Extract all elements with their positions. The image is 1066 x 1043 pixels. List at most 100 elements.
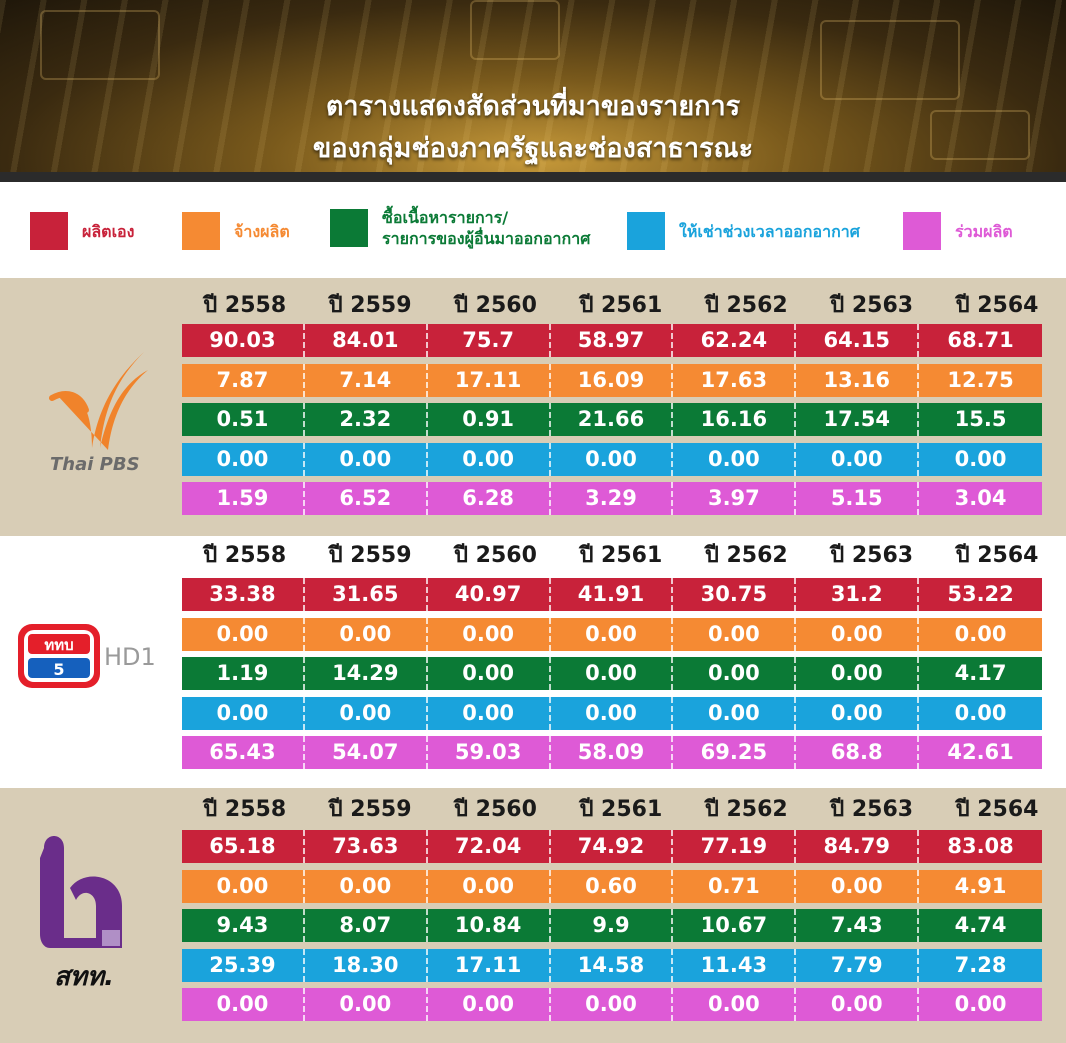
- data-cell: 0.00: [305, 696, 428, 730]
- data-cell: 0.00: [182, 442, 305, 476]
- legend-swatch: [330, 209, 368, 247]
- data-cell: 4.74: [954, 913, 1007, 938]
- year-header-row: ปี 2558 ปี 2559 ปี 2560 ปี 2561 ปี 2562 ปี 25…: [182, 540, 1060, 572]
- data-cell: 12.75: [947, 367, 1014, 392]
- year-header: ปี 2558: [203, 293, 287, 318]
- data-cell: 16.09: [551, 363, 674, 397]
- data-cell: 54.07: [305, 736, 428, 770]
- year-header: ปี 2560: [454, 797, 537, 822]
- data-cell: 58.09: [551, 736, 674, 770]
- data-cell: 0.00: [182, 696, 305, 730]
- data-cell: 5.15: [796, 482, 920, 516]
- data-cell: 0.00: [305, 442, 428, 476]
- data-cell: 10.67: [673, 909, 797, 943]
- data-cell: 0.00: [182, 988, 305, 1022]
- data-cell: 0.00: [954, 700, 1007, 725]
- data-cell: 68.71: [947, 328, 1014, 352]
- data-cell: 6.52: [305, 482, 428, 516]
- data-cell: 25.39: [182, 948, 305, 982]
- data-cell: 0.00: [428, 657, 551, 691]
- year-header: ปี 2561: [579, 293, 663, 318]
- data-row: 0.00 0.00 0.00 0.00 0.00 0.00 0.00: [182, 696, 1042, 730]
- data-cell: 1.59: [182, 482, 305, 516]
- data-cell: 0.00: [182, 617, 305, 651]
- year-header: ปี 2561: [579, 797, 663, 822]
- year-header: ปี 2558: [203, 797, 287, 822]
- data-cell: 0.00: [796, 696, 920, 730]
- data-cell: 18.30: [305, 948, 428, 982]
- thai-pbs-logo-icon: [49, 352, 148, 450]
- divider: [0, 172, 1066, 182]
- data-row: 0.00 0.00 0.00 0.00 0.00 0.00 0.00: [182, 442, 1042, 476]
- data-cell: 0.00: [954, 621, 1007, 646]
- data-cell: 7.79: [796, 948, 920, 982]
- year-header: ปี 2563: [830, 543, 914, 568]
- decorative-panel: [930, 110, 1030, 160]
- legend-swatch: [30, 212, 68, 250]
- channel-logo-text: สทท.: [54, 962, 115, 992]
- legend-label: ซื้อเนื้อหารายการ/ รายการของผู้อื่นมาออก…: [382, 208, 591, 248]
- data-row: 0.00 0.00 0.00 0.60 0.71 0.00 4.91: [182, 869, 1042, 903]
- data-cell: 0.00: [428, 617, 551, 651]
- data-cell: 30.75: [673, 578, 797, 611]
- data-cell: 72.04: [428, 830, 551, 863]
- year-header: ปี 2563: [830, 797, 914, 822]
- year-header: ปี 2563: [830, 293, 914, 318]
- legend-label: จ้างผลิต: [234, 221, 290, 241]
- year-header: ปี 2559: [328, 293, 412, 318]
- legend: ผลิตเอง จ้างผลิต ซื้อเนื้อหารายการ/ รายก…: [0, 182, 1066, 278]
- nbt-logo: สทท.: [0, 788, 180, 1043]
- section-hd1: ททบ 5 HD1 ปี 2558 ปี 2559 ปี 2560 ปี 2561 ปี…: [0, 536, 1066, 788]
- data-cell: 41.91: [551, 578, 674, 611]
- data-cell: 1.19: [182, 657, 305, 691]
- data-cell: 75.7: [428, 324, 551, 357]
- data-row: 90.03 84.01 75.7 58.97 62.24 64.15 68.71: [182, 324, 1042, 357]
- data-cell: 13.16: [796, 363, 920, 397]
- data-cell: 17.11: [428, 948, 551, 982]
- data-cell: 33.38: [182, 578, 305, 611]
- data-cell: 0.00: [673, 442, 797, 476]
- data-cell: 0.00: [428, 988, 551, 1022]
- data-cell: 65.43: [182, 736, 305, 770]
- data-cell: 74.92: [551, 830, 674, 863]
- legend-item-outsourced: จ้างผลิต: [182, 212, 290, 250]
- year-header: ปี 2564: [955, 293, 1039, 318]
- hd1-logo: ททบ 5 HD1: [0, 536, 180, 788]
- data-row: 1.19 14.29 0.00 0.00 0.00 0.00 4.17: [182, 657, 1042, 691]
- section-thai-pbs: Thai PBS ปี 2558 ปี 2559 ปี 2560 ปี 2561 ปี …: [0, 278, 1066, 536]
- decorative-panel: [820, 20, 960, 100]
- data-cell: 0.00: [428, 869, 551, 903]
- section-nbt: สทท. ปี 2558 ปี 2559 ปี 2560 ปี 2561 ปี 2562…: [0, 788, 1066, 1043]
- data-cell: 0.00: [796, 617, 920, 651]
- legend-item-co-produced: ร่วมผลิต: [903, 212, 1013, 250]
- year-header: ปี 2564: [955, 543, 1039, 568]
- data-cell: 0.00: [305, 617, 428, 651]
- data-cell: 17.63: [673, 363, 797, 397]
- year-header: ปี 2564: [955, 797, 1039, 822]
- data-cell: 21.66: [551, 403, 674, 437]
- data-cell: 31.2: [796, 578, 920, 611]
- data-cell: 17.54: [796, 403, 920, 437]
- data-cell: 0.00: [796, 869, 920, 903]
- data-row: 7.87 7.14 17.11 16.09 17.63 13.16 12.75: [182, 363, 1042, 397]
- channel-logo-text: Thai PBS: [50, 454, 140, 475]
- data-cell: 0.00: [796, 988, 920, 1022]
- data-cell: 7.43: [796, 909, 920, 943]
- year-header: ปี 2561: [579, 543, 663, 568]
- data-cell: 0.00: [954, 446, 1007, 471]
- data-cell: 0.00: [551, 696, 674, 730]
- data-cell: 0.51: [182, 403, 305, 437]
- data-cell: 16.16: [673, 403, 797, 437]
- svg-text:5: 5: [53, 660, 64, 679]
- data-row: 0.51 2.32 0.91 21.66 16.16 17.54 15.5: [182, 403, 1042, 437]
- data-cell: 0.00: [305, 988, 428, 1022]
- page-title-line1: ตารางแสดงสัดส่วนที่มาของรายการ: [325, 91, 741, 122]
- data-cell: 15.5: [954, 407, 1007, 432]
- year-header: ปี 2562: [704, 543, 788, 568]
- year-header: ปี 2559: [328, 797, 412, 822]
- data-row: 65.43 54.07 59.03 58.09 69.25 68.8 42.61: [182, 736, 1042, 770]
- decorative-panel: [470, 0, 560, 60]
- data-cell: 0.00: [551, 442, 674, 476]
- legend-item-self-produced: ผลิตเอง: [30, 212, 134, 250]
- data-cell: 58.97: [551, 324, 674, 357]
